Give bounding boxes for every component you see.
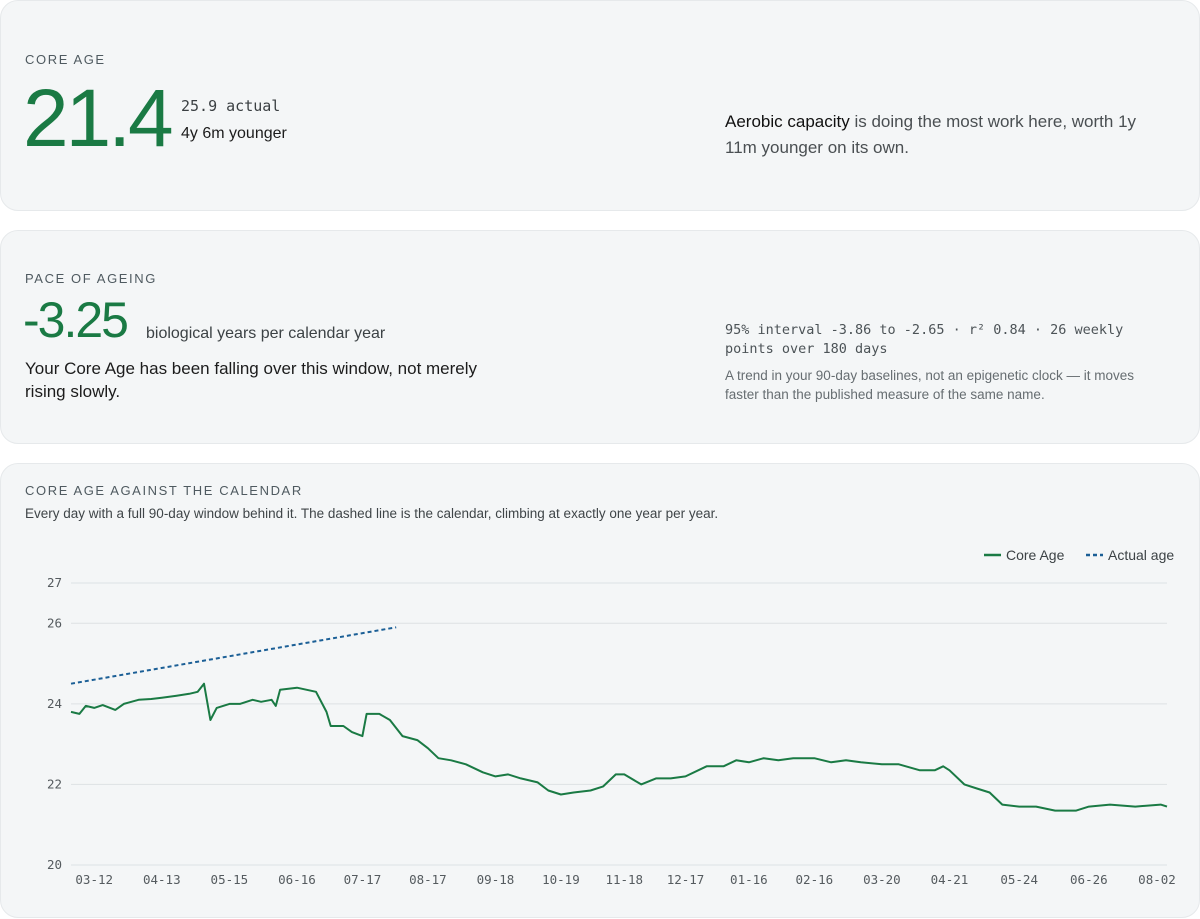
insight-highlight: Aerobic capacity: [725, 112, 850, 131]
actual-age-line: [70, 626, 397, 685]
pace-note: A trend in your 90-day baselines, not an…: [725, 368, 1134, 402]
age-difference-text: 4y 6m younger: [181, 125, 287, 142]
x-tick-label: 10-19: [542, 872, 580, 887]
x-tick-label: 05-15: [211, 872, 249, 887]
calendar-chart-card: CORE AGE AGAINST THE CALENDAR Every day …: [0, 463, 1200, 918]
core-age-card: CORE AGE 21.4 25.9 actual 4y 6m younger …: [0, 0, 1200, 211]
x-tick-label: 06-16: [278, 872, 316, 887]
pace-card: PACE OF AGEING -3.25 biological years pe…: [0, 230, 1200, 444]
insight-text: is doing the most work here, worth 1y 11…: [725, 112, 1137, 157]
y-tick-label: 20: [47, 857, 62, 872]
core-age-label: CORE AGE: [25, 52, 106, 67]
x-tick-label: 05-24: [1000, 872, 1038, 887]
y-tick-label: 24: [47, 696, 62, 711]
y-tick-label: 22: [47, 776, 62, 791]
chart-subtitle: Every day with a full 90-day window behi…: [25, 506, 719, 521]
core-age-chart: 20 22 24 26 27 03-12 04-13 05-15 06-16 07-17 08-17…: [47, 547, 1176, 887]
x-tick-label: 08-17: [409, 872, 447, 887]
x-tick-label: 02-16: [796, 872, 834, 887]
pace-unit: biological years per calendar year: [146, 325, 386, 342]
x-tick-label: 01-16: [730, 872, 768, 887]
x-tick-label: 03-12: [75, 872, 113, 887]
x-tick-label: 03-20: [863, 872, 901, 887]
pace-stats: 95% interval -3.86 to -2.65 · r² 0.84 · …: [725, 322, 1124, 357]
core-age-line: [70, 682, 1168, 812]
pace-description: Your Core Age has been falling over this…: [25, 359, 478, 401]
x-tick-label: 08-02: [1138, 872, 1176, 887]
y-tick-label: 27: [47, 575, 62, 590]
pace-value: -3.25: [23, 292, 129, 348]
core-age-insight: Aerobic capacity is doing the most work …: [725, 109, 1165, 161]
x-tick-label: 06-26: [1070, 872, 1108, 887]
core-age-value: 21.4: [23, 73, 174, 164]
legend-core-age-label: Core Age: [1006, 547, 1065, 563]
x-tick-label: 04-13: [143, 872, 181, 887]
y-tick-label: 26: [47, 615, 62, 630]
x-tick-label: 09-18: [477, 872, 515, 887]
x-tick-label: 04-21: [931, 872, 969, 887]
chart-title: CORE AGE AGAINST THE CALENDAR: [25, 483, 303, 498]
x-tick-label: 12-17: [667, 872, 705, 887]
legend-actual-age-label: Actual age: [1108, 547, 1174, 563]
actual-age-text: 25.9 actual: [181, 97, 281, 115]
x-tick-label: 11-18: [605, 872, 643, 887]
pace-label: PACE OF AGEING: [25, 271, 157, 286]
x-tick-label: 07-17: [344, 872, 382, 887]
